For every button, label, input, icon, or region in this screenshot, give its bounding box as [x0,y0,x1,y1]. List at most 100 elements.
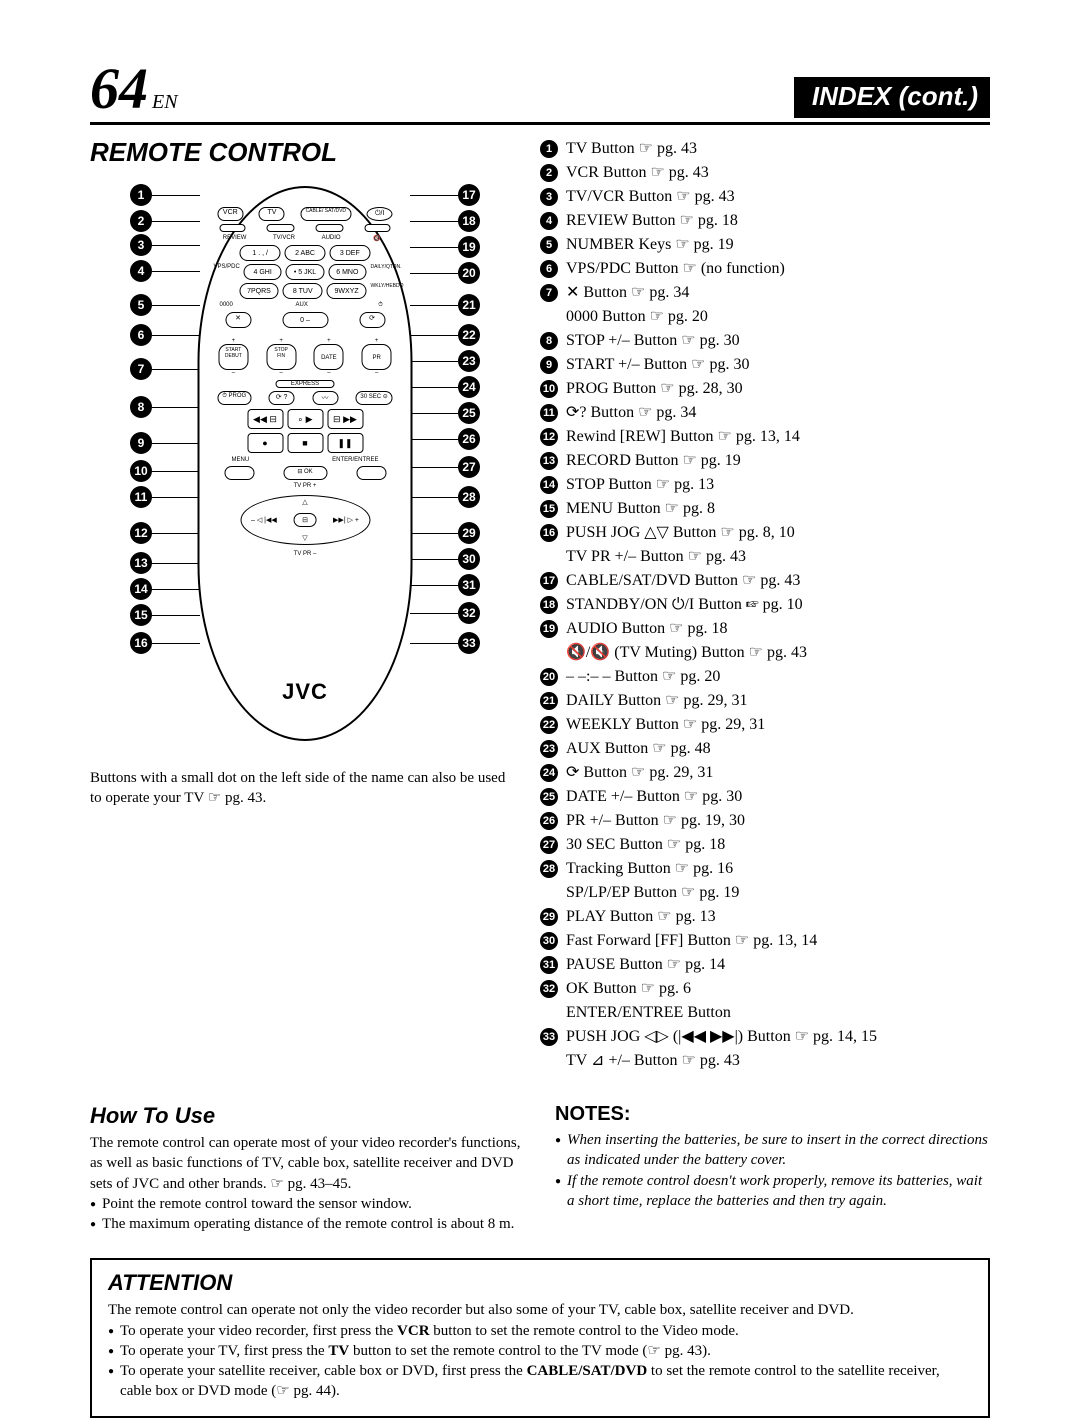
btn-cycle: ⟳ [359,312,385,328]
index-num-22: 22 [540,716,558,734]
index-item-33: 33PUSH JOG ◁▷ (|◀◀ ▶▶|) Button ☞ pg. 14,… [540,1025,990,1049]
index-text-8: STOP +/– Button ☞ pg. 30 [566,329,990,353]
callout-right-24: 24 [458,376,480,398]
index-text-10: PROG Button ☞ pg. 28, 30 [566,377,990,401]
lbl-aux: AUX [296,302,308,309]
callout-right-28: 28 [458,486,480,508]
index-item-8: 8STOP +/– Button ☞ pg. 30 [540,329,990,353]
header-bar: 64EN INDEX (cont.) [90,60,990,125]
btn-stop: STOP FIN [266,344,296,370]
callout-left-2: 2 [130,210,152,232]
index-text-4: REVIEW Button ☞ pg. 18 [566,209,990,233]
index-num-24: 24 [540,764,558,782]
index-text-27: 30 SEC Button ☞ pg. 18 [566,833,990,857]
index-item-5: 5NUMBER Keys ☞ pg. 19 [540,233,990,257]
btn-vcr: VCR [217,207,243,221]
remote-title: REMOTE CONTROL [90,137,520,168]
callout-right-30: 30 [458,548,480,570]
index-num-4: 4 [540,212,558,230]
index-num-20: 20 [540,668,558,686]
btn-standby: ⏻/I [367,207,393,221]
index-num-11: 11 [540,404,558,422]
btn-prog: ⏱ PROG [217,391,251,405]
index-item-23: 23AUX Button ☞ pg. 48 [540,737,990,761]
numkey-6: 6 MNO [328,264,366,280]
attention-title: ATTENTION [108,1270,972,1296]
index-item-7: 7✕ Button ☞ pg. 34 [540,281,990,305]
index-item-22: 22 WEEKLY Button ☞ pg. 29, 31 [540,713,990,737]
index-text-6: VPS/PDC Button ☞ (no function) [566,257,990,281]
callout-left-11: 11 [130,486,152,508]
index-num-32: 32 [540,980,558,998]
index-item-1: 1TV Button ☞ pg. 43 [540,137,990,161]
index-item-6: 6 VPS/PDC Button ☞ (no function) [540,257,990,281]
numkey-9: 9WXYZ [327,283,367,299]
index-num-1: 1 [540,140,558,158]
lbl-clock-icon: ⏱ [370,302,390,309]
index-text-31: PAUSE Button ☞ pg. 14 [566,953,990,977]
index-item-29: 29PLAY Button ☞ pg. 13 [540,905,990,929]
remote-body: VCR TV CABLE/ SAT/DVD ⏻/I REVIEW TV/VCR [198,186,413,741]
index-num-7: 7 [540,284,558,302]
index-num-3: 3 [540,188,558,206]
notes-bullet-0: When inserting the batteries, be sure to… [555,1130,990,1171]
callout-left-13: 13 [130,552,152,574]
remote-diagram: 12345678910111213141516 1718192021222324… [105,178,505,748]
index-list: 1TV Button ☞ pg. 432VCR Button ☞ pg. 433… [540,137,990,1073]
attention-body: The remote control can operate not only … [108,1300,972,1320]
index-num-12: 12 [540,428,558,446]
index-text-14: STOP Button ☞ pg. 13 [566,473,990,497]
index-text-28: Tracking Button ☞ pg. 16 [566,857,990,881]
attention-bullet-0: To operate your video recorder, first pr… [108,1321,972,1341]
numkey-7: 7PQRS [239,283,279,299]
index-item-11: 11⟳? Button ☞ pg. 34 [540,401,990,425]
lbl-review: REVIEW [223,235,247,242]
btn-30sec: 30 SEC ⊝ [355,391,392,405]
btn-play: ∘ ▶ [287,409,323,429]
btn-pr: PR [362,344,392,370]
index-text-30: Fast Forward [FF] Button ☞ pg. 13, 14 [566,929,990,953]
index-text-2: VCR Button ☞ pg. 43 [566,161,990,185]
index-item-28: 28 Tracking Button ☞ pg. 16 [540,857,990,881]
index-item-13: 13RECORD Button ☞ pg. 19 [540,449,990,473]
btn-dashes [364,224,390,232]
numkey-2: 2 ABC [285,245,326,261]
callout-left-6: 6 [130,324,152,346]
btn-cable-sat-dvd: CABLE/ SAT/DVD [301,207,351,221]
callout-left-4: 4 [130,260,152,282]
btn-enter [356,466,386,480]
index-sub-28: SP/LP/EP Button ☞ pg. 19 [566,881,990,905]
index-item-30: 30Fast Forward [FF] Button ☞ pg. 13, 14 [540,929,990,953]
numkey-8: 8 TUV [283,283,323,299]
btn-zero: 0 – [282,312,328,328]
btn-date: DATE [314,344,344,370]
index-item-14: 14STOP Button ☞ pg. 13 [540,473,990,497]
index-num-18: 18 [540,596,558,614]
remote-footnote: Buttons with a small dot on the left sid… [90,768,520,809]
index-num-6: 6 [540,260,558,278]
index-text-16: PUSH JOG △▽ Button ☞ pg. 8, 10 [566,521,990,545]
jog-ring: △ ▽ – ◁ |◀◀ ▶▶| ▷ + ⊟ [240,495,370,545]
index-text-23: AUX Button ☞ pg. 48 [566,737,990,761]
attention-box: ATTENTION The remote control can operate… [90,1258,990,1417]
index-num-28: 28 [540,860,558,878]
callout-right-26: 26 [458,428,480,450]
index-num-26: 26 [540,812,558,830]
callout-right-25: 25 [458,402,480,424]
index-text-32: OK Button ☞ pg. 6 [566,977,990,1001]
page-number: 64 [90,56,148,121]
numkey-5: • 5 JKL [286,264,324,280]
index-sub-7: 0000 Button ☞ pg. 20 [566,305,990,329]
index-text-24: ⟳ Button ☞ pg. 29, 31 [566,761,990,785]
lbl-0000: 0000 [220,302,233,309]
index-text-22: WEEKLY Button ☞ pg. 29, 31 [566,713,990,737]
callout-right-29: 29 [458,522,480,544]
index-text-5: NUMBER Keys ☞ pg. 19 [566,233,990,257]
callout-right-33: 33 [458,632,480,654]
callout-left-8: 8 [130,396,152,418]
index-num-27: 27 [540,836,558,854]
index-item-27: 27 30 SEC Button ☞ pg. 18 [540,833,990,857]
btn-rew: ◀◀ ⊟ [247,409,283,429]
index-item-32: 32 OK Button ☞ pg. 6 [540,977,990,1001]
index-text-25: DATE +/– Button ☞ pg. 30 [566,785,990,809]
